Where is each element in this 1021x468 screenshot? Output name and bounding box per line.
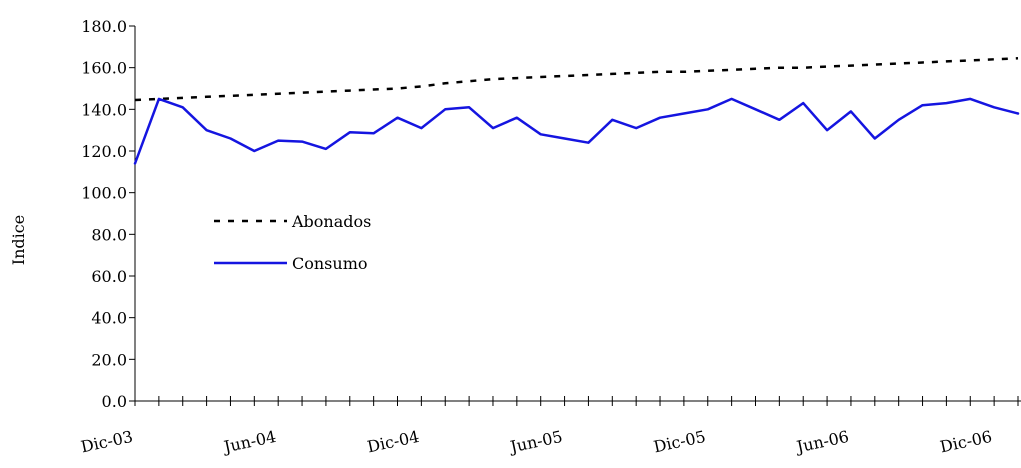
series-line-abonados: [134, 57, 1019, 102]
y-tick-label: 60.0: [91, 267, 127, 286]
series-line-consumo: [133, 97, 1020, 165]
y-axis: 0.0 20.0 40.0 60.0 80.0 100.0 120.0 140.0 160.0 1…: [81, 17, 136, 411]
legend-label-consumo: Consumo: [292, 254, 368, 273]
legend: Abonados Consumo: [214, 212, 371, 273]
y-tick-label: 20.0: [91, 350, 127, 369]
x-tick-label: Dic-05: [652, 427, 707, 457]
series-lines: [133, 57, 1020, 165]
y-tick-label: 100.0: [81, 184, 127, 203]
x-tick-label: Jun-05: [507, 427, 565, 457]
x-tick-label: Jun-06: [793, 427, 851, 457]
legend-label-abonados: Abonados: [291, 212, 371, 231]
x-axis: Dic-03 Jun-04 Dic-04 Jun-05 Dic-05 Jun-06 Dic-…: [79, 396, 1021, 457]
y-tick-label: 0.0: [102, 392, 127, 411]
y-tick-label: 120.0: [81, 142, 127, 161]
y-tick-label: 160.0: [81, 59, 127, 78]
y-tick-label: 80.0: [91, 225, 127, 244]
y-tick-label: 180.0: [81, 17, 127, 36]
x-tick-label: Jun-04: [220, 427, 278, 457]
x-tick-label: Dic-06: [938, 427, 993, 457]
y-tick-label: 40.0: [91, 309, 127, 328]
x-tick-label: Dic-04: [365, 427, 420, 457]
x-tick-label: Dic-03: [79, 427, 134, 457]
y-tick-label: 140.0: [81, 100, 127, 119]
y-axis-title: Indice: [9, 215, 28, 265]
